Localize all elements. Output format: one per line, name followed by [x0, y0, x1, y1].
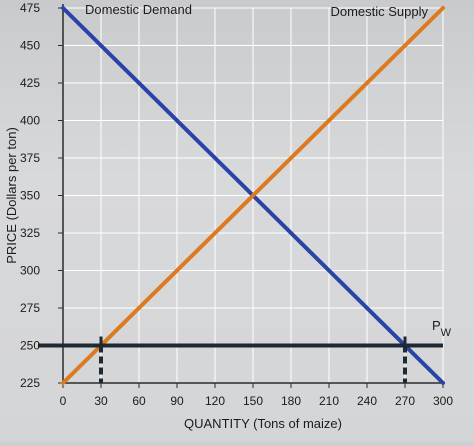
y-tick-label-5: 350	[20, 189, 40, 203]
y-tick-label-9: 450	[20, 39, 40, 53]
y-axis-title: PRICE (Dollars per ton)	[4, 127, 19, 264]
world-price-label: PW	[432, 318, 452, 339]
x-tick-label-4: 120	[205, 394, 225, 408]
y-tick-label-10: 475	[20, 1, 40, 15]
x-tick-label-9: 270	[395, 394, 415, 408]
x-tick-label-0: 0	[60, 394, 67, 408]
series-lines	[61, 6, 445, 385]
x-tick-label-3: 90	[170, 394, 184, 408]
y-tick-label-4: 325	[20, 226, 40, 240]
world-price-label-main: P	[432, 318, 441, 333]
y-tick-label-0: 225	[20, 376, 40, 390]
y-tick-label-8: 425	[20, 76, 40, 90]
world-price-label-sub: W	[441, 327, 452, 339]
x-tick-label-6: 180	[281, 394, 301, 408]
y-tick-label-1: 250	[20, 339, 40, 353]
tick-labels: 0 30 60 90 120 150 180 210 240 270 300 225 250 275 300…	[20, 1, 453, 408]
supply-curve-line	[61, 6, 445, 385]
axes	[58, 4, 444, 388]
y-tick-label-6: 375	[20, 151, 40, 165]
x-tick-label-2: 60	[132, 394, 146, 408]
x-axis-title: QUANTITY (Tons of maize)	[184, 416, 342, 431]
demand-curve-label: Domestic Demand	[85, 2, 192, 17]
y-tick-label-7: 400	[20, 114, 40, 128]
y-tick-label-2: 275	[20, 301, 40, 315]
x-tick-label-5: 150	[243, 394, 263, 408]
x-tick-label-1: 30	[94, 394, 108, 408]
world-price-line-group	[38, 336, 443, 383]
x-tick-label-8: 240	[357, 394, 377, 408]
supply-curve-label: Domestic Supply	[330, 4, 428, 19]
y-tick-label-3: 300	[20, 264, 40, 278]
x-tick-label-7: 210	[319, 394, 339, 408]
x-tick-label-10: 300	[433, 394, 453, 408]
